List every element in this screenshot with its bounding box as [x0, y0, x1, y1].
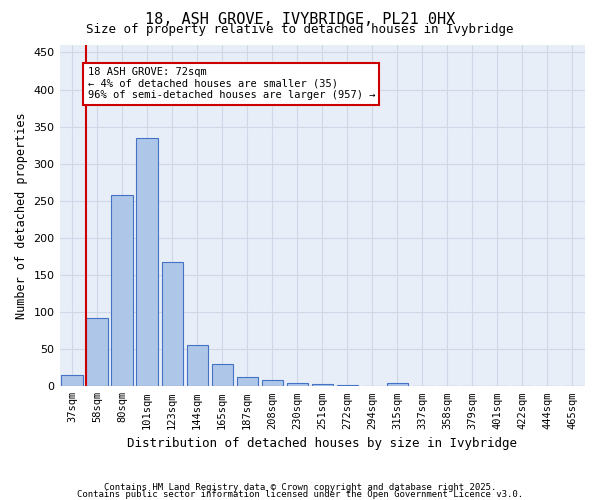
Bar [311, 384, 333, 386]
Bar [337, 385, 358, 386]
Bar [86, 318, 108, 386]
Bar [236, 376, 258, 386]
Text: Contains public sector information licensed under the Open Government Licence v3: Contains public sector information licen… [77, 490, 523, 499]
Y-axis label: Number of detached properties: Number of detached properties [15, 112, 28, 319]
Bar [61, 375, 83, 386]
Bar [161, 262, 183, 386]
Text: Contains HM Land Registry data © Crown copyright and database right 2025.: Contains HM Land Registry data © Crown c… [104, 484, 496, 492]
Text: Size of property relative to detached houses in Ivybridge: Size of property relative to detached ho… [86, 22, 514, 36]
X-axis label: Distribution of detached houses by size in Ivybridge: Distribution of detached houses by size … [127, 437, 517, 450]
Bar [387, 382, 408, 386]
Text: 18, ASH GROVE, IVYBRIDGE, PL21 0HX: 18, ASH GROVE, IVYBRIDGE, PL21 0HX [145, 12, 455, 28]
Text: 18 ASH GROVE: 72sqm
← 4% of detached houses are smaller (35)
96% of semi-detache: 18 ASH GROVE: 72sqm ← 4% of detached hou… [88, 68, 375, 100]
Bar [136, 138, 158, 386]
Bar [187, 346, 208, 387]
Bar [287, 384, 308, 386]
Bar [112, 195, 133, 386]
Bar [262, 380, 283, 386]
Bar [212, 364, 233, 386]
